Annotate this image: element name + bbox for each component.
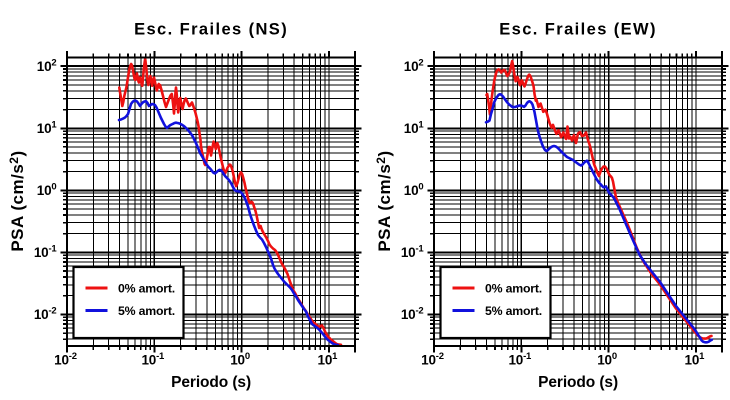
svg-text:0% amort.: 0% amort. <box>118 282 175 296</box>
svg-text:Esc. Frailes (EW): Esc. Frailes (EW) <box>499 21 657 39</box>
svg-text:Periodo (s): Periodo (s) <box>538 374 618 391</box>
svg-text:5% amort.: 5% amort. <box>485 304 542 318</box>
svg-text:Periodo (s): Periodo (s) <box>171 374 251 391</box>
svg-text:PSA (cm/s2): PSA (cm/s2) <box>7 150 27 251</box>
svg-text:5% amort.: 5% amort. <box>118 304 175 318</box>
svg-text:Esc. Frailes (NS): Esc. Frailes (NS) <box>134 21 288 39</box>
svg-text:0% amort.: 0% amort. <box>485 282 542 296</box>
svg-text:PSA (cm/s2): PSA (cm/s2) <box>374 150 394 251</box>
